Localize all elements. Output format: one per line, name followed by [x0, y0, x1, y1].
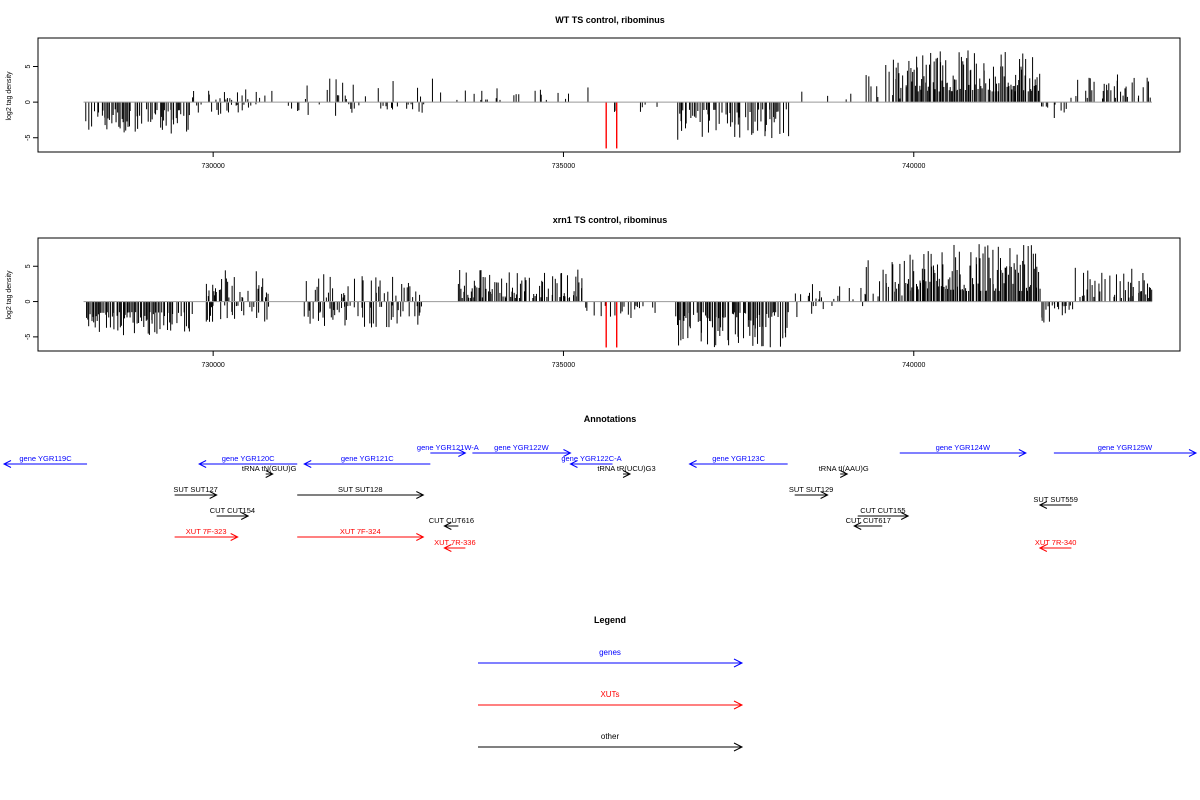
legend-label: genes	[599, 648, 621, 657]
feature-label: CUT CUT617	[846, 516, 891, 525]
feature-label: gene YGR122C-A	[561, 454, 621, 463]
feature-arrowhead	[458, 449, 467, 457]
wt-highlight-group	[605, 102, 618, 149]
feature-label: SUT SUT128	[338, 485, 382, 494]
legend-label: XUTs	[600, 690, 619, 699]
feature-arrowhead	[1188, 449, 1198, 457]
feature-arrowhead	[1018, 449, 1027, 457]
wt-density-panel: WT TS control, ribominus log2 tag densit…	[6, 15, 1181, 170]
annotation-tracks: gene YGR119C gene YGR120C gene YGR121C gene…	[2, 443, 1198, 552]
xrn1-x-axis: 730000 735000 740000	[201, 351, 926, 369]
xrn1-y-axis-label: log2 tag density	[6, 270, 13, 320]
feature-arrowhead	[622, 470, 632, 478]
xrn1-plot-frame	[37, 237, 1181, 352]
annotations-title: Annotations	[584, 414, 637, 424]
feature-label: CUT CUT154	[210, 506, 255, 515]
feature-label: XUT 7R-340	[1035, 538, 1077, 547]
legend: genes XUTs other	[478, 648, 744, 752]
legend-title: Legend	[594, 615, 626, 625]
feature-arrowhead	[688, 460, 697, 468]
feature-arrowhead	[839, 470, 849, 478]
feature-arrowhead	[209, 491, 218, 499]
feature-label: gene YGR121W-A	[417, 443, 479, 452]
xrn1-y-tick-label: 5	[25, 264, 32, 268]
wt-panel-title: WT TS control, ribominus	[555, 15, 665, 25]
feature-arrowhead	[416, 491, 425, 499]
feature-arrowhead	[1038, 501, 1048, 509]
feature-label: gene YGR125W	[1098, 443, 1153, 452]
xrn1-x-tick-label: 735000	[552, 362, 575, 369]
feature-arrowhead	[443, 544, 452, 552]
feature-arrowhead	[820, 491, 829, 499]
feature-label: SUT SUT129	[789, 485, 833, 494]
xrn1-x-tick-label: 730000	[201, 362, 224, 369]
feature-arrowhead	[265, 470, 274, 478]
feature-label: XUT 7F-324	[340, 527, 381, 536]
wt-x-tick-label: 730000	[201, 163, 224, 170]
xrn1-density-panel: xrn1 TS control, ribominus log2 tag dens…	[6, 215, 1181, 369]
feature-arrowhead	[853, 522, 862, 530]
wt-y-axis-label: log2 tag density	[6, 71, 13, 121]
xrn1-panel-title: xrn1 TS control, ribominus	[553, 215, 668, 225]
feature-label: tRNA tN(GUU)G	[242, 464, 297, 473]
xrn1-highlight-group	[605, 301, 618, 348]
wt-y-tick-label: 0	[25, 100, 32, 104]
feature-label: CUT CUT616	[429, 516, 474, 525]
feature-arrowhead	[900, 512, 910, 520]
wt-plot-frame	[37, 37, 1181, 153]
xrn1-x-tick-label: 740000	[902, 362, 925, 369]
feature-arrowhead	[443, 522, 452, 530]
feature-label: XUT 7F-323	[186, 527, 227, 536]
feature-arrowhead	[230, 533, 239, 541]
wt-y-tick-label: 5	[25, 64, 32, 68]
wt-y-tick-label: -5	[25, 135, 32, 141]
feature-arrowhead	[569, 460, 578, 468]
wt-x-tick-label: 735000	[552, 163, 575, 170]
feature-label: gene YGR124W	[936, 443, 991, 452]
feature-label: tRNA tI(AAU)G	[819, 464, 869, 473]
wt-x-axis: 730000 735000 740000	[201, 152, 926, 170]
feature-label: gene YGR119C	[19, 454, 72, 463]
feature-label: SUT SUT127	[173, 485, 217, 494]
feature-arrowhead	[240, 512, 250, 520]
feature-arrowhead	[303, 460, 312, 468]
xrn1-bars-group	[86, 244, 1153, 348]
feature-arrowhead	[198, 460, 207, 468]
wt-x-tick-label: 740000	[902, 163, 925, 170]
feature-arrowhead	[1038, 544, 1048, 552]
xrn1-y-tick-label: 0	[25, 300, 32, 304]
feature-label: tRNA tR(UCU)G3	[597, 464, 655, 473]
feature-arrowhead	[416, 533, 425, 541]
wt-y-axis: -5 0 5	[25, 64, 38, 141]
feature-label: XUT 7R-336	[434, 538, 476, 547]
legend-label: other	[601, 732, 620, 741]
feature-label: CUT CUT155	[860, 506, 905, 515]
feature-label: gene YGR123C	[712, 454, 765, 463]
feature-label: gene YGR121C	[341, 454, 394, 463]
legend-arrowhead	[733, 658, 744, 668]
wt-bars-group	[85, 50, 1151, 140]
xrn1-y-axis: -5 0 5	[25, 264, 38, 340]
feature-label: gene YGR122W	[494, 443, 549, 452]
feature-label: SUT SUT559	[1033, 495, 1077, 504]
feature-label: gene YGR120C	[222, 454, 275, 463]
legend-arrowhead	[733, 742, 744, 752]
feature-arrowhead	[563, 449, 572, 457]
feature-arrowhead	[2, 460, 12, 468]
xrn1-y-tick-label: -5	[25, 334, 32, 340]
legend-arrowhead	[733, 700, 744, 710]
